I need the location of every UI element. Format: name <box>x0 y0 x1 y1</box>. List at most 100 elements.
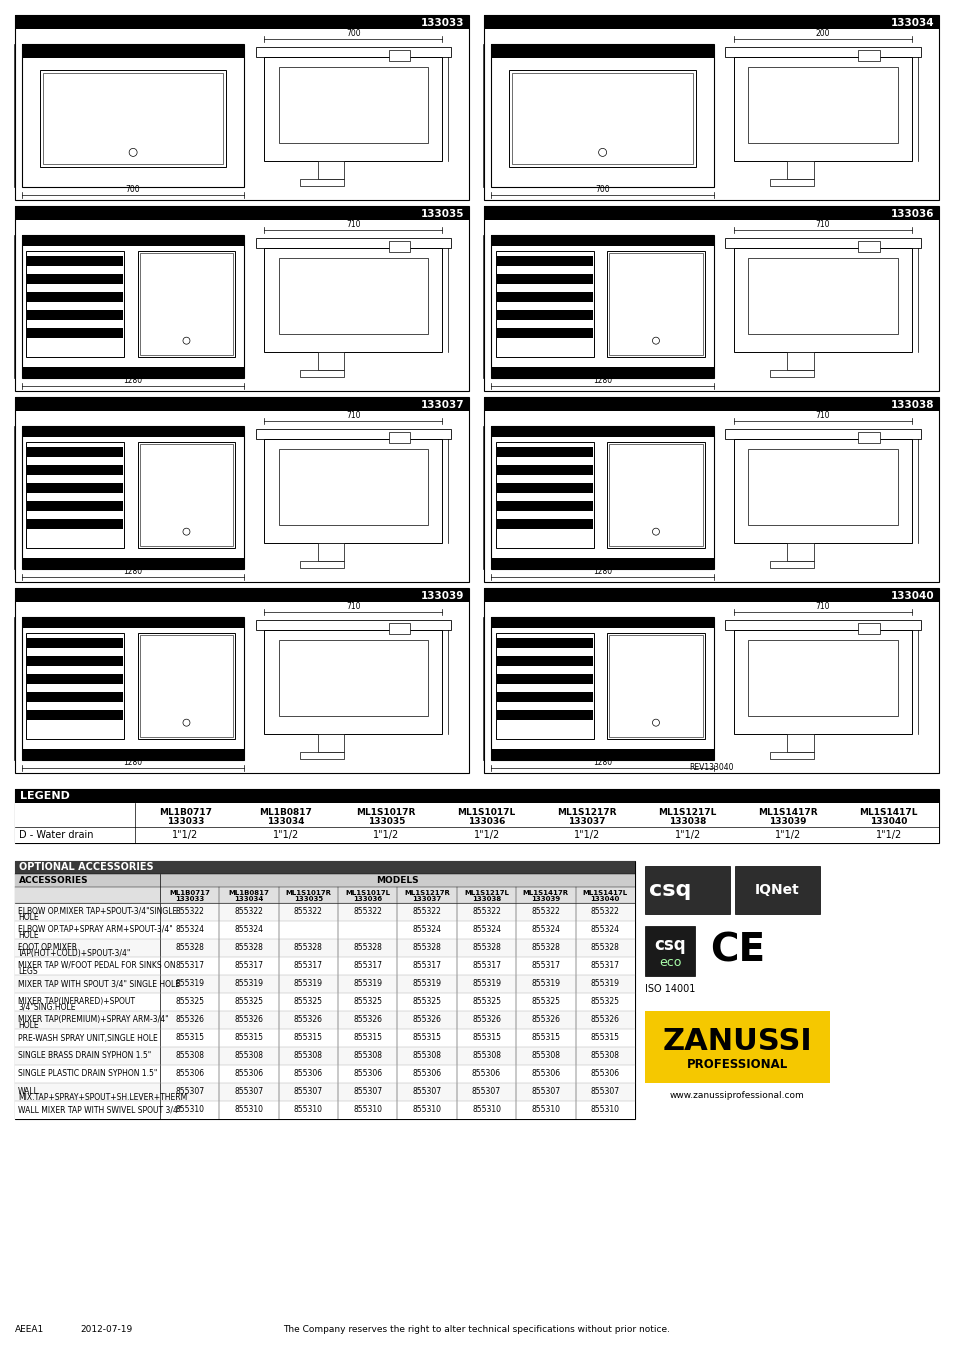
Bar <box>15 788 938 803</box>
Text: IQNet: IQNet <box>755 883 799 896</box>
Bar <box>15 940 635 957</box>
Bar <box>786 544 813 560</box>
Bar <box>317 544 344 560</box>
Bar <box>389 240 410 252</box>
Text: 133039: 133039 <box>531 896 560 902</box>
Bar <box>747 640 897 716</box>
Text: MIXER TAP(PREMIUM)+SPRAY ARM-3/4": MIXER TAP(PREMIUM)+SPRAY ARM-3/4" <box>18 1015 169 1025</box>
Bar <box>491 617 713 760</box>
Text: 855322: 855322 <box>353 907 382 917</box>
Bar <box>491 235 713 247</box>
Text: 855328: 855328 <box>234 944 263 953</box>
Text: 855328: 855328 <box>175 944 204 953</box>
Text: 855326: 855326 <box>413 1015 441 1025</box>
Text: 855315: 855315 <box>234 1034 263 1042</box>
Bar <box>15 957 635 975</box>
Bar <box>22 45 244 188</box>
Bar <box>22 235 244 378</box>
Text: 855317: 855317 <box>531 961 559 971</box>
Text: 855325: 855325 <box>353 998 382 1007</box>
Bar <box>733 630 911 734</box>
Text: 855322: 855322 <box>413 907 441 917</box>
Bar <box>747 450 897 525</box>
Text: AEEA1: AEEA1 <box>15 1326 44 1335</box>
Text: 855325: 855325 <box>294 998 323 1007</box>
Bar <box>858 622 879 634</box>
Bar <box>255 47 451 57</box>
Circle shape <box>183 720 190 726</box>
Bar <box>255 238 451 248</box>
Bar <box>733 439 911 544</box>
Bar <box>264 57 442 162</box>
Text: 855315: 855315 <box>353 1034 382 1042</box>
Text: ML1S1417L: ML1S1417L <box>859 809 917 817</box>
Bar <box>15 903 635 921</box>
Bar <box>317 352 344 370</box>
Bar <box>491 45 713 188</box>
Text: HOLE: HOLE <box>18 931 38 940</box>
Bar <box>497 656 592 666</box>
Text: 1"1/2: 1"1/2 <box>774 830 801 840</box>
Text: 855324: 855324 <box>175 926 204 934</box>
Text: 855310: 855310 <box>413 1106 441 1115</box>
Text: 133035: 133035 <box>367 817 404 826</box>
Text: ML1B0817: ML1B0817 <box>259 809 312 817</box>
Bar <box>15 207 469 392</box>
Bar <box>28 501 123 510</box>
Bar <box>747 258 897 333</box>
Text: ML1B0817: ML1B0817 <box>229 890 269 896</box>
Text: 855326: 855326 <box>175 1015 204 1025</box>
Text: ML1B0717: ML1B0717 <box>158 809 212 817</box>
Bar <box>278 640 428 716</box>
Text: 855317: 855317 <box>590 961 619 971</box>
Bar <box>644 926 695 976</box>
Text: ML1S1417L: ML1S1417L <box>582 890 627 896</box>
Text: 1280: 1280 <box>124 757 143 767</box>
Bar <box>43 73 223 163</box>
Text: 855322: 855322 <box>531 907 559 917</box>
Bar <box>278 68 428 143</box>
Text: 133040: 133040 <box>590 896 619 902</box>
Text: 855306: 855306 <box>413 1069 441 1079</box>
Text: 1280: 1280 <box>593 567 612 576</box>
Bar <box>769 178 813 186</box>
Text: 855306: 855306 <box>353 1069 382 1079</box>
Text: 855307: 855307 <box>294 1088 323 1096</box>
Bar <box>497 710 592 720</box>
Bar <box>15 1083 635 1102</box>
Text: 855307: 855307 <box>590 1088 619 1096</box>
Text: 1"1/2: 1"1/2 <box>574 830 599 840</box>
Bar <box>15 15 469 28</box>
Text: MIX.TAP+SPRAY+SPOUT+SH.LEVER+THERM: MIX.TAP+SPRAY+SPOUT+SH.LEVER+THERM <box>18 1094 187 1102</box>
Bar <box>497 639 592 648</box>
Bar <box>264 439 442 544</box>
Text: 855325: 855325 <box>234 998 263 1007</box>
Text: ISO 14001: ISO 14001 <box>644 984 695 994</box>
Text: OPTIONAL ACCESSORIES: OPTIONAL ACCESSORIES <box>19 863 153 872</box>
Bar <box>724 47 920 57</box>
Text: csq: csq <box>654 936 685 954</box>
Bar <box>27 251 124 356</box>
Text: 855324: 855324 <box>413 926 441 934</box>
Bar <box>40 70 226 167</box>
Bar <box>606 633 704 738</box>
Bar <box>300 560 344 568</box>
Bar <box>644 1011 829 1083</box>
Text: FOOT OP.MIXER: FOOT OP.MIXER <box>18 944 77 952</box>
Text: 3/4"SING.HOLE: 3/4"SING.HOLE <box>18 1003 75 1012</box>
Bar <box>15 873 635 887</box>
Text: 855322: 855322 <box>590 907 619 917</box>
Text: 855315: 855315 <box>175 1034 204 1042</box>
Bar <box>608 444 702 545</box>
Text: 855308: 855308 <box>175 1052 204 1061</box>
Bar <box>22 748 244 760</box>
Circle shape <box>652 720 659 726</box>
Text: 855315: 855315 <box>294 1034 323 1042</box>
Text: ML1S1417R: ML1S1417R <box>758 809 818 817</box>
Bar <box>15 828 938 842</box>
Bar <box>15 207 469 220</box>
Text: ML1S1017R: ML1S1017R <box>285 890 331 896</box>
Text: 855315: 855315 <box>531 1034 559 1042</box>
Text: CE: CE <box>709 931 764 971</box>
Bar <box>497 501 592 510</box>
